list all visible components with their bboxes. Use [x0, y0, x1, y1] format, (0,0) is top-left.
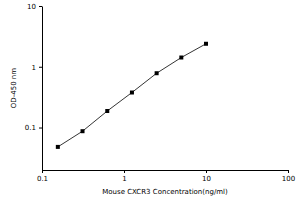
- curve: [58, 44, 206, 147]
- y-tick-label: 1: [32, 64, 36, 72]
- x-tick-label: 1: [122, 175, 126, 183]
- y-tick: 1: [32, 64, 42, 72]
- y-axis: 0.1 1 10: [25, 3, 43, 171]
- point: [130, 91, 134, 95]
- x-tick-label: 10: [202, 175, 211, 183]
- y-tick-label: 0.1: [25, 124, 36, 132]
- x-tick: 10: [202, 170, 211, 183]
- point: [204, 42, 208, 46]
- y-tick: 10: [27, 3, 42, 11]
- point: [81, 129, 85, 133]
- point: [56, 145, 60, 149]
- x-axis-line: [43, 170, 289, 171]
- series: [56, 42, 208, 149]
- plot: 0.1 1 10 100 0.1 1 10 Mouse CXCR3 Concentration…: [10, 3, 295, 196]
- chart: 0.1 1 10 100 0.1 1 10 Mouse CXCR3 Concentration…: [0, 0, 300, 200]
- y-tick-label: 10: [27, 3, 36, 11]
- y-tick-mark: [39, 128, 42, 129]
- y-tick: 0.1: [25, 124, 42, 132]
- x-axis: 0.1 1 10 100: [37, 170, 295, 183]
- y-tick-mark: [39, 6, 42, 7]
- x-tick: 0.1: [37, 170, 48, 183]
- x-tick-mark: [288, 170, 289, 173]
- x-tick-mark: [206, 170, 207, 173]
- x-tick: 1: [122, 170, 126, 183]
- point: [155, 71, 159, 75]
- x-tick: 100: [282, 170, 295, 183]
- point: [179, 56, 183, 60]
- x-tick-label: 0.1: [37, 175, 48, 183]
- y-axis-line: [42, 7, 43, 171]
- y-axis-title: OD-450 nm: [10, 68, 18, 108]
- x-tick-label: 100: [282, 175, 295, 183]
- x-tick-mark: [124, 170, 125, 173]
- y-tick-mark: [39, 67, 42, 68]
- x-axis-title: Mouse CXCR3 Concentration(ng/ml): [102, 188, 228, 196]
- point: [105, 109, 109, 113]
